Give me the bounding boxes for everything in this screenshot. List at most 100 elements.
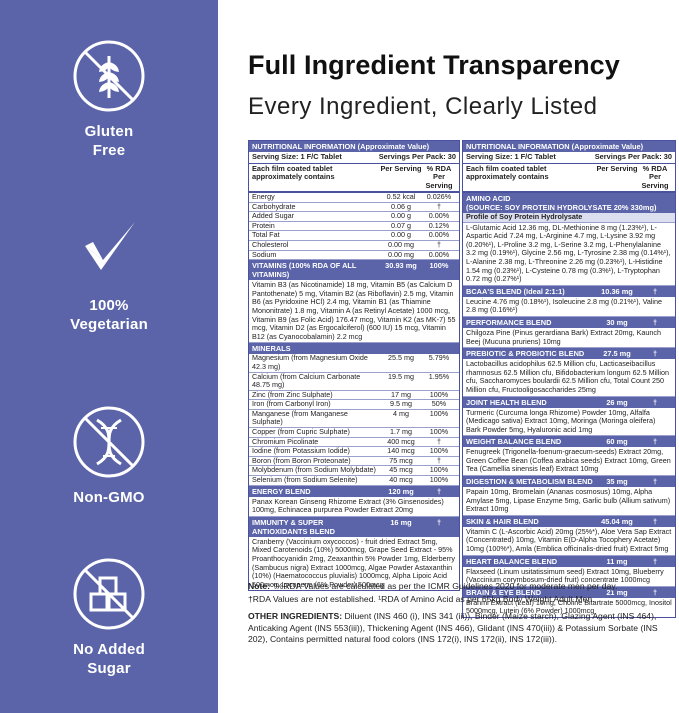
row-amount: 0.06 g (391, 201, 411, 211)
blend-sections: BCAA'S BLEND (Ideal 2:1:1) 10.36 mg † Leuci… (463, 285, 675, 617)
row-amount: 140 mcg (387, 446, 415, 456)
sugar-cubes-crossed-icon (73, 558, 145, 630)
section-label: VITAMINS (100% RDA OF ALL VITAMINS) (252, 261, 357, 280)
blend-header: PERFORMANCE BLEND 30 mg † (463, 316, 675, 328)
row-name: Chromium Picolinate (252, 436, 319, 446)
section-rda: † (652, 477, 658, 487)
row-name: Copper (from Cupric Sulphate) (252, 427, 350, 437)
serving-row: Serving Size: 1 F/C Tablet Servings Per … (463, 152, 675, 164)
nutrient-rows: Energy 0.52 kcal 0.026% Carbohydrate 0.06 g †… (249, 192, 459, 261)
blend-text: Papain 10mg, Bromelain (Ananas cosmosus)… (463, 487, 675, 516)
section-amount: 120 mg (388, 486, 414, 496)
amino-source: (SOURCE: SOY PROTEIN HYDROLYSATE 20% 330… (466, 203, 657, 212)
row-name: Sodium (252, 249, 277, 259)
row-rda: † (437, 239, 441, 249)
section-label: AMINO ACID (466, 194, 511, 203)
section-label: PREBIOTIC & PROBIOTIC BLEND (466, 349, 585, 359)
row-rda: 100% (429, 427, 449, 437)
row-rda: 0.00% (428, 249, 450, 259)
row-amount: 0.00 g (391, 230, 411, 240)
amino-acid-header: AMINO ACID (SOURCE: SOY PROTEIN HYDROLYS… (463, 193, 675, 213)
blend-header: HEART BALANCE BLEND 11 mg † (463, 555, 675, 567)
page-subtitle: Every Ingredient, Clearly Listed (248, 93, 598, 120)
blend-text: Leucine 4.76 mg (0.18%¹), Isoleucine 2.8… (463, 297, 675, 317)
row-amount: 0.00 mg (388, 239, 414, 249)
table-row: Calcium (from Calcium Carbonate 48.75 mg… (249, 371, 459, 391)
table-row: Added Sugar 0.00 g 0.00% (249, 212, 459, 222)
section-rda: † (436, 486, 442, 496)
column-headers: Each film coated tablet approximately co… (249, 163, 459, 193)
row-rda: 0.12% (428, 220, 450, 230)
table-row: Copper (from Cupric Sulphate) 1.7 mg 100% (249, 427, 459, 438)
other-ingredients-label: OTHER INGREDIENTS: (248, 611, 343, 622)
blend-text: Chilgoza Pine (Pinus gerardiana Bark) Ex… (463, 328, 675, 349)
row-amount: 45 mcg (389, 465, 413, 475)
row-rda: 5.79% (428, 353, 450, 363)
row-amount: 0.52 kcal (386, 192, 416, 201)
row-amount: 400 mcg (387, 436, 415, 446)
section-amount: 21 mg (606, 587, 628, 597)
section-rda: † (652, 556, 658, 566)
table-row: Carbohydrate 0.06 g † (249, 201, 459, 213)
section-label: DIGESTION & METABOLISM BLEND (466, 477, 593, 487)
badge-label: No Added Sugar (73, 641, 145, 677)
vitamins-text: Vitamin B3 (as Nicotinamide) 18 mg, Vita… (249, 280, 459, 344)
row-name: Boron (from Boron Proteonate) (252, 455, 351, 465)
section-rda: 100% (429, 261, 449, 271)
table-title: NUTRITIONAL INFORMATION (Approximate Val… (463, 141, 675, 152)
row-amount: 17 mg (391, 389, 411, 399)
row-name: Iodine (from Potassium Iodide) (252, 446, 350, 456)
column-headers: Each film coated tablet approximately co… (463, 163, 675, 193)
row-rda: 50% (431, 399, 447, 409)
row-amount: 9.5 mg (390, 399, 412, 409)
row-name: Protein (252, 220, 275, 230)
blend-header: JOINT HEALTH BLEND 26 mg † (463, 396, 675, 408)
table-row: Total Fat 0.00 g 0.00% (249, 231, 459, 241)
energy-blend-text: Panax Korean Ginseng Rhizome Extract (3%… (249, 497, 459, 517)
row-rda: † (437, 436, 441, 446)
note-label: Note: (248, 581, 270, 591)
blend-header: PREBIOTIC & PROBIOTIC BLEND 27.5 mg † (463, 348, 675, 360)
table-row: Sodium 0.00 mg 0.00% (249, 249, 459, 261)
row-rda: 1.95% (428, 371, 450, 381)
section-label: BRAIN & EYE BLEND (466, 587, 542, 597)
wheat-crossed-icon (73, 40, 145, 112)
table-row: Energy 0.52 kcal 0.026% (249, 192, 459, 203)
column-header-per-serving: Per Serving (380, 163, 422, 173)
vitamins-header: VITAMINS (100% RDA OF ALL VITAMINS) 30.9… (249, 260, 459, 281)
column-header-per-serving: Per Serving (596, 163, 638, 173)
row-name: Cholesterol (252, 239, 289, 249)
badge-gluten-free: Gluten Free (0, 38, 218, 160)
section-amount: 30.93 mg (385, 261, 417, 271)
table-row: Manganese (from Manganese Sulphate) 4 mg 1… (249, 408, 459, 429)
note-text: *%RDA Values are calculated as per the I… (272, 581, 618, 591)
column-header-ingredient: Each film coated tablet approximately co… (466, 163, 549, 181)
row-rda: 100% (429, 465, 449, 475)
serving-size: Serving Size: 1 F/C Tablet (252, 152, 342, 161)
badge-label: Non-GMO (73, 489, 145, 506)
note-line: Note: *%RDA Values are calculated as per… (248, 581, 676, 593)
immunity-blend-text: Cranberry (Vaccinium oxycoccos) - fruit … (252, 536, 455, 589)
row-name: Added Sugar (252, 211, 294, 221)
row-rda: 0.00% (428, 230, 450, 240)
column-header-rda: % RDA Per Serving (425, 163, 453, 190)
blend-text: Vitamin C (L-Ascorbic Acid) 20mg (25%*),… (463, 527, 675, 556)
blend-header: WEIGHT BALANCE BLEND 60 mg † (463, 436, 675, 448)
section-amount: 11 mg (606, 556, 628, 566)
section-rda: † (436, 517, 442, 527)
energy-blend-header: ENERGY BLEND 120 mg † (249, 485, 459, 497)
mineral-rows: Magnesium (from Magnesium Oxide 42.3 mg)… (249, 353, 459, 486)
blend-text: Brahmi Extract (Leaf) 10mg, Choline Bita… (466, 597, 672, 616)
row-amount: 4 mg (393, 408, 409, 418)
row-name: Magnesium (from Magnesium Oxide 42.3 mg) (252, 353, 368, 371)
row-rda: 100% (429, 408, 449, 418)
row-name: Molybdenum (from Sodium Molybdate) (252, 465, 376, 475)
table-row: Cholesterol 0.00 mg † (249, 239, 459, 251)
table-row: Iodine (from Potassium Iodide) 140 mcg 100… (249, 447, 459, 457)
section-label: BCAA'S BLEND (Ideal 2:1:1) (466, 286, 565, 296)
column-header-rda: % RDA Per Serving (641, 163, 669, 190)
row-rda: 100% (429, 389, 449, 399)
row-rda: 100% (429, 475, 449, 485)
table-row: Boron (from Boron Proteonate) 75 mcg † (249, 455, 459, 467)
blend-text: Flaxseed (Linum usitatissimum seed) Extr… (463, 567, 675, 587)
